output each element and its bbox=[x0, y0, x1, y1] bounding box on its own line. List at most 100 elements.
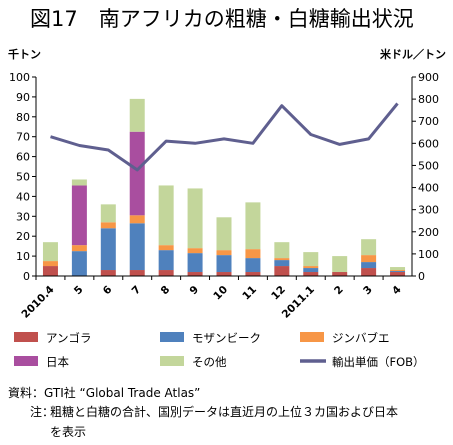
bar bbox=[129, 215, 145, 224]
price-line bbox=[50, 102, 399, 172]
left-axis-ticks: 0 10 20 30 40 50 60 70 80 90 100 bbox=[9, 71, 36, 283]
x-tick-label: 9 bbox=[188, 284, 202, 298]
bar bbox=[390, 267, 406, 271]
right-tick-label: 300 bbox=[418, 204, 439, 217]
left-tick-label: 90 bbox=[16, 91, 30, 104]
axes bbox=[35, 77, 413, 277]
left-tick-label: 100 bbox=[9, 71, 30, 84]
bar-group bbox=[42, 98, 406, 276]
x-tick-label: 2 bbox=[332, 284, 346, 298]
bar bbox=[71, 185, 87, 246]
chart-title: 図17 南アフリカの粗糖・白糖輸出状況 bbox=[30, 7, 414, 31]
bar bbox=[129, 223, 145, 271]
bar bbox=[390, 271, 406, 273]
legend-swatch bbox=[160, 356, 184, 366]
legend-swatch bbox=[14, 332, 38, 342]
legend-swatch bbox=[14, 356, 38, 366]
bar bbox=[100, 270, 116, 276]
source-note: 資料：GTI社 “Global Trade Atlas” bbox=[8, 385, 200, 400]
right-tick-label: 0 bbox=[418, 270, 425, 283]
bar bbox=[216, 272, 232, 276]
line-group bbox=[50, 102, 399, 172]
bar bbox=[42, 266, 58, 276]
bar bbox=[332, 272, 348, 276]
bar bbox=[42, 242, 58, 262]
x-tick-label: 2010.4 bbox=[19, 284, 56, 321]
legend-label: その他 bbox=[192, 355, 227, 369]
bar bbox=[216, 217, 232, 251]
legend-label: モザンビーク bbox=[192, 331, 261, 345]
bar bbox=[71, 245, 87, 252]
right-tick-label: 100 bbox=[418, 248, 439, 261]
bar bbox=[390, 272, 406, 276]
right-tick-label: 500 bbox=[418, 159, 439, 172]
right-axis-ticks: 0 100 200 300 400 500 600 700 800 900 bbox=[412, 71, 439, 283]
bar bbox=[71, 251, 87, 276]
legend-label: ジンバブエ bbox=[332, 331, 390, 345]
bar bbox=[245, 258, 261, 273]
bar bbox=[274, 258, 290, 261]
bar bbox=[332, 256, 348, 273]
note-label: 注： bbox=[30, 404, 54, 419]
x-tick-label: 10 bbox=[211, 284, 230, 303]
legend-label: 日本 bbox=[46, 355, 69, 369]
bar bbox=[390, 270, 406, 272]
bar bbox=[158, 250, 174, 271]
bar bbox=[303, 266, 319, 269]
x-tick-label: 11 bbox=[240, 284, 259, 303]
legend-label: 輸出単価（FOB） bbox=[332, 355, 425, 369]
x-tick-label: 3 bbox=[361, 284, 375, 298]
bar bbox=[158, 185, 174, 246]
legend-label: アンゴラ bbox=[46, 331, 92, 345]
bar bbox=[187, 248, 203, 254]
left-tick-label: 60 bbox=[16, 151, 30, 164]
note-line-1: 粗糖と白糖の合計、国別データは直近月の上位３カ国および日本 bbox=[50, 404, 398, 419]
legend-swatch bbox=[300, 332, 324, 342]
right-tick-label: 900 bbox=[418, 71, 439, 84]
bar bbox=[129, 131, 145, 216]
x-tick-label: 5 bbox=[72, 284, 86, 298]
x-tick-label: 7 bbox=[130, 284, 144, 298]
bar bbox=[100, 222, 116, 229]
left-tick-label: 40 bbox=[16, 190, 30, 203]
bar bbox=[361, 262, 377, 269]
right-tick-label: 400 bbox=[418, 182, 439, 195]
bar bbox=[245, 249, 261, 259]
right-tick-label: 700 bbox=[418, 115, 439, 128]
bar bbox=[129, 270, 145, 276]
left-tick-label: 10 bbox=[16, 250, 30, 263]
bar bbox=[361, 255, 377, 263]
bar bbox=[216, 255, 232, 273]
bar bbox=[158, 245, 174, 251]
bar bbox=[274, 260, 290, 267]
bar bbox=[42, 261, 58, 267]
right-tick-label: 800 bbox=[418, 93, 439, 106]
bar bbox=[71, 179, 87, 186]
legend-swatch bbox=[160, 332, 184, 342]
bar bbox=[216, 250, 232, 256]
right-axis-unit: 米ドル／トン bbox=[379, 47, 446, 61]
left-tick-label: 0 bbox=[23, 270, 30, 283]
left-tick-label: 70 bbox=[16, 131, 30, 144]
x-tick-label: 12 bbox=[269, 284, 288, 303]
left-tick-label: 20 bbox=[16, 230, 30, 243]
bar bbox=[245, 272, 261, 276]
bar bbox=[303, 272, 319, 276]
bar bbox=[187, 188, 203, 249]
bar bbox=[303, 252, 319, 267]
left-axis-unit: 千トン bbox=[8, 47, 41, 61]
bar bbox=[187, 253, 203, 273]
right-tick-label: 600 bbox=[418, 137, 439, 150]
bar bbox=[361, 268, 377, 276]
left-tick-label: 50 bbox=[16, 171, 30, 184]
x-tick-label: 8 bbox=[159, 284, 173, 298]
bar bbox=[274, 266, 290, 276]
x-tick-label: 4 bbox=[390, 284, 404, 298]
bar bbox=[187, 272, 203, 276]
bar bbox=[303, 268, 319, 273]
bar bbox=[129, 98, 145, 132]
bar bbox=[100, 204, 116, 223]
bar bbox=[274, 242, 290, 259]
